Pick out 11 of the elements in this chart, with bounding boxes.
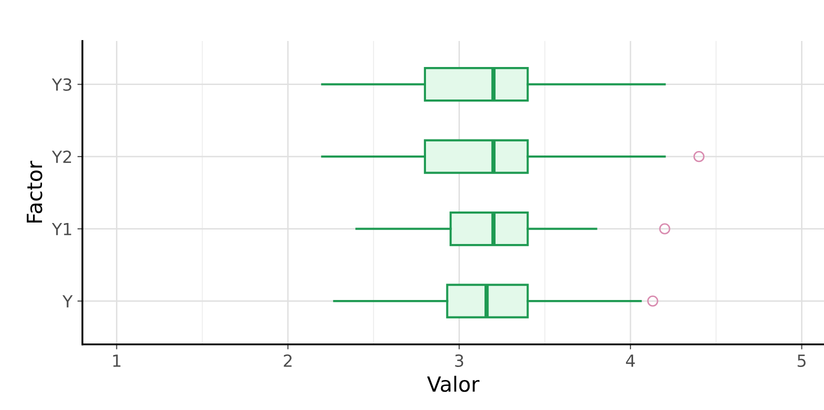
x-tick-label: 4	[626, 354, 635, 367]
x-tick-label: 3	[455, 354, 464, 368]
x-tick-label: 1	[113, 354, 120, 367]
y-tick-label: Y3	[52, 78, 72, 91]
y-tick-label: Y	[62, 295, 73, 308]
y-tick-label: Y2	[52, 150, 72, 163]
x-tick-label: 2	[284, 354, 292, 367]
x-axis-title: Valor	[427, 376, 480, 392]
y-axis-title: Factor	[26, 160, 42, 223]
y-tick-label: Y1	[52, 223, 72, 236]
x-tick-label: 5	[798, 354, 806, 368]
